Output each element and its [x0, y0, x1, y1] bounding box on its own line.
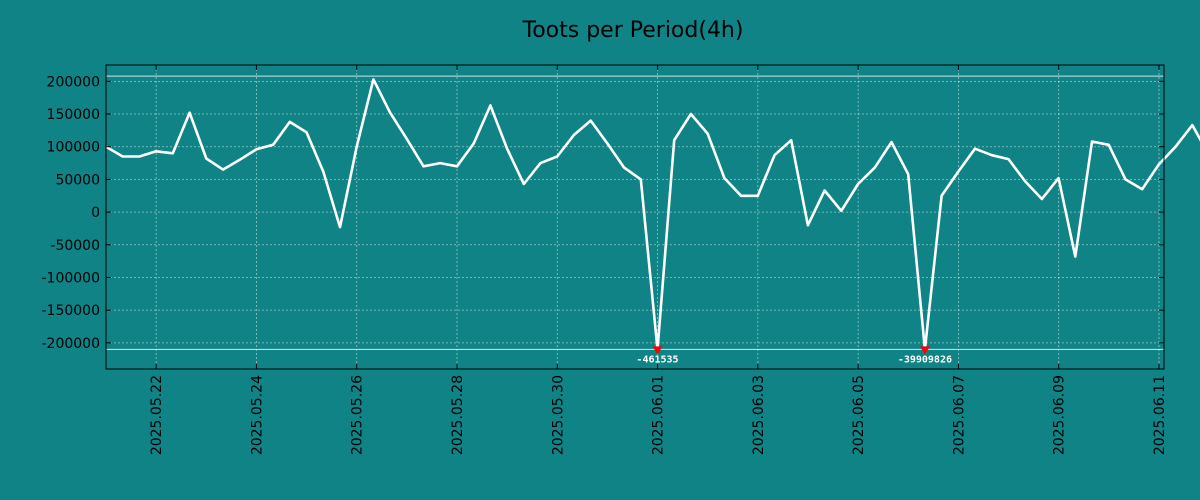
y-tick-label: 50000 [55, 172, 100, 188]
x-tick-label: 2025.06.09 [1052, 375, 1068, 455]
clipped-value-label: -461535 [636, 354, 678, 365]
x-tick-label: 2025.05.28 [450, 375, 466, 455]
x-tick-label: 2025.05.30 [550, 375, 566, 455]
clip-bound-lines [106, 75, 1164, 350]
x-tick-label: 2025.06.07 [951, 375, 967, 455]
x-tick-label: 2025.06.11 [1152, 375, 1168, 455]
y-tick-label: 150000 [47, 107, 100, 123]
y-tick-label: -50000 [50, 238, 100, 254]
y-tick-label: 0 [91, 205, 100, 221]
x-tick-label: 2025.05.24 [249, 375, 265, 455]
series-layer [105, 78, 1200, 351]
clipped-point-marker [652, 346, 663, 355]
y-axis: 200000 150000 100000 50000 0 -50000 -100000 -15… [42, 74, 1164, 352]
x-tick-label: 2025.05.26 [350, 375, 366, 455]
y-tick-label: -150000 [42, 303, 101, 319]
plot-area-frame [105, 64, 1165, 370]
x-tick-label: 2025.06.03 [751, 375, 767, 455]
y-tick-label: -200000 [42, 336, 101, 352]
x-tick-label: 2025.05.22 [149, 375, 165, 455]
chart-title: Toots per Period(4h) [522, 18, 744, 43]
clipped-value-label: -39909826 [898, 354, 952, 365]
clipped-markers: -461535-39909826-2096194 [636, 346, 952, 365]
x-tick-label: 2025.06.05 [851, 375, 867, 455]
series-line-toots [105, 78, 1200, 351]
y-tick-label: -100000 [42, 270, 101, 286]
clipped-point-marker [919, 346, 930, 355]
y-tick-label: 100000 [47, 140, 100, 156]
y-tick-label: 200000 [47, 74, 100, 90]
x-axis: 2025.05.22 2025.05.24 2025.05.26 2025.05.28… [149, 65, 1168, 455]
x-tick-label: 2025.06.01 [651, 375, 667, 455]
grid [106, 65, 1164, 369]
